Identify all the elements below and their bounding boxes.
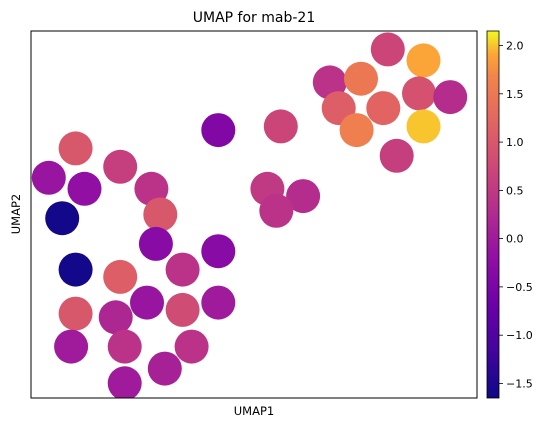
scatter-point [45, 201, 80, 236]
colorbar-tick-label: 0.5 [506, 184, 524, 197]
scatter-point [379, 138, 414, 173]
scatter-point [201, 234, 236, 269]
chart-title: UMAP for mab-21 [193, 10, 315, 26]
scatter-point [58, 131, 93, 166]
scatter-point [107, 366, 142, 398]
y-axis-label: UMAP2 [9, 194, 23, 234]
scatter-point [366, 91, 401, 126]
colorbar-ticks: −1.5 −1.0 −0.5 0.0 0.5 1.0 1.5 2.0 [499, 40, 533, 391]
scatter-point [174, 329, 209, 364]
scatter-point [406, 43, 441, 78]
colorbar-tick-label: 2.0 [506, 40, 524, 53]
scatter-point [201, 113, 236, 148]
scatter-points [31, 32, 468, 398]
scatter-point [67, 171, 102, 206]
scatter-point [103, 149, 138, 184]
scatter-point [344, 61, 378, 96]
scatter-point [402, 76, 436, 111]
scatter-point [406, 109, 441, 144]
scatter-point [165, 252, 200, 287]
scatter-point [201, 285, 236, 320]
scatter-point [138, 226, 173, 261]
scatter-point [134, 171, 169, 206]
scatter-point [165, 292, 200, 327]
scatter-point [263, 109, 298, 144]
scatter-point [54, 329, 89, 364]
scatter-point [143, 197, 178, 232]
colorbar-tick-label: −1.0 [506, 329, 533, 342]
plot-frame [30, 30, 478, 399]
colorbar-tick-label: 1.5 [506, 88, 524, 101]
scatter-point [147, 351, 182, 386]
scatter-point [58, 296, 93, 331]
colorbar-tick-label: −0.5 [506, 281, 533, 294]
scatter-point [370, 32, 405, 67]
colorbar [486, 30, 500, 399]
scatter-point [259, 193, 294, 228]
scatter-point [31, 160, 66, 195]
scatter-point [103, 259, 138, 294]
scatter-point [130, 285, 164, 320]
scatter-point [98, 300, 133, 335]
scatter-point [286, 179, 321, 214]
scatter-point [312, 65, 347, 100]
colorbar-tick-label: 1.0 [506, 136, 524, 149]
scatter-point [107, 329, 142, 364]
scatter-point [58, 252, 93, 287]
scatter-point [339, 113, 374, 148]
colorbar-tick-label: −1.5 [506, 378, 533, 391]
x-axis-label: UMAP1 [234, 404, 274, 418]
colorbar-tick-label: 0.0 [506, 233, 524, 246]
scatter-point [433, 80, 468, 115]
